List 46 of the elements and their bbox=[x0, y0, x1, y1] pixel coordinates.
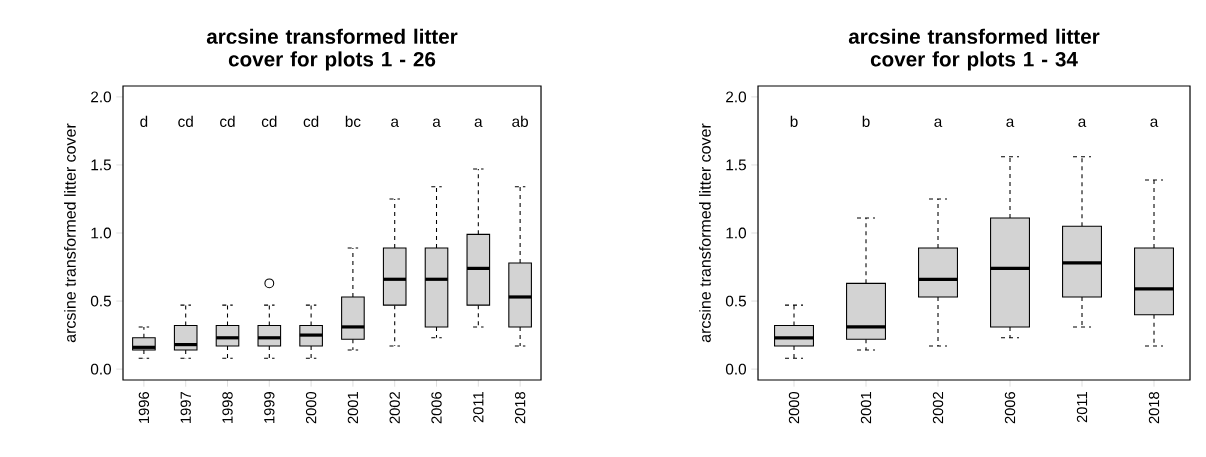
annotation: a bbox=[1006, 118, 1015, 127]
annotation: b bbox=[862, 115, 870, 127]
x-tick-label: 2011 bbox=[1076, 392, 1088, 423]
x-tick-label: 2002 bbox=[932, 392, 944, 424]
y-tick-label: 0.0 bbox=[725, 363, 747, 375]
y-tick-label: 1.0 bbox=[726, 227, 747, 239]
annotation: cd bbox=[178, 115, 193, 127]
y-tick-label: 1.0 bbox=[91, 227, 112, 239]
y-tick-label: 2.0 bbox=[91, 91, 112, 103]
y-axis-title: arcsine transformed litter cover bbox=[699, 123, 711, 343]
annotation: a bbox=[432, 118, 441, 127]
chart-title: arcsine transformed litter cover for plots 1 - 26 bbox=[206, 28, 458, 71]
annotation: b bbox=[790, 115, 798, 127]
x-tick-label: 2006 bbox=[431, 392, 442, 424]
x-tick-label: 1999 bbox=[264, 392, 275, 423]
x-tick-label: 2000 bbox=[788, 391, 800, 424]
y-tick-label: 0.5 bbox=[90, 295, 111, 307]
x-tick-label: 2006 bbox=[1004, 392, 1016, 424]
annotation: a bbox=[474, 118, 483, 127]
annotation: cd bbox=[303, 115, 319, 127]
annotation: ab bbox=[512, 115, 528, 127]
x-tick-label: 2018 bbox=[1148, 392, 1160, 424]
y-tick-label: 1.5 bbox=[726, 159, 746, 171]
x-tick-label: 2002 bbox=[389, 392, 400, 424]
x-tick-label: 2001 bbox=[347, 392, 359, 424]
annotation: a bbox=[934, 118, 943, 127]
y-tick-label: 0.5 bbox=[725, 295, 746, 307]
y-axis-title: arcsine transformed litter cover bbox=[64, 123, 76, 343]
x-tick-label: 2018 bbox=[514, 392, 526, 424]
x-tick-label: 2011 bbox=[473, 392, 484, 423]
annotation: a bbox=[391, 118, 399, 127]
x-tick-label: 2001 bbox=[860, 392, 872, 424]
chart-title: arcsine transformed litter cover for plots 1 - 34 bbox=[848, 28, 1100, 71]
y-tick-label: 0.0 bbox=[90, 363, 112, 375]
annotation: cd bbox=[261, 115, 277, 127]
annotation: a bbox=[1150, 118, 1159, 127]
annotation: d bbox=[140, 115, 148, 127]
x-tick-label: 1998 bbox=[222, 392, 233, 423]
annotation: a bbox=[1078, 118, 1087, 127]
x-tick-label: 1997 bbox=[180, 392, 191, 423]
y-tick-label: 2.0 bbox=[726, 91, 747, 103]
annotation: cd bbox=[220, 115, 235, 127]
annotation: bc bbox=[345, 115, 361, 127]
y-tick-label: 1.5 bbox=[91, 159, 111, 171]
x-tick-label: 2000 bbox=[305, 391, 317, 424]
x-tick-label: 1996 bbox=[138, 392, 150, 423]
